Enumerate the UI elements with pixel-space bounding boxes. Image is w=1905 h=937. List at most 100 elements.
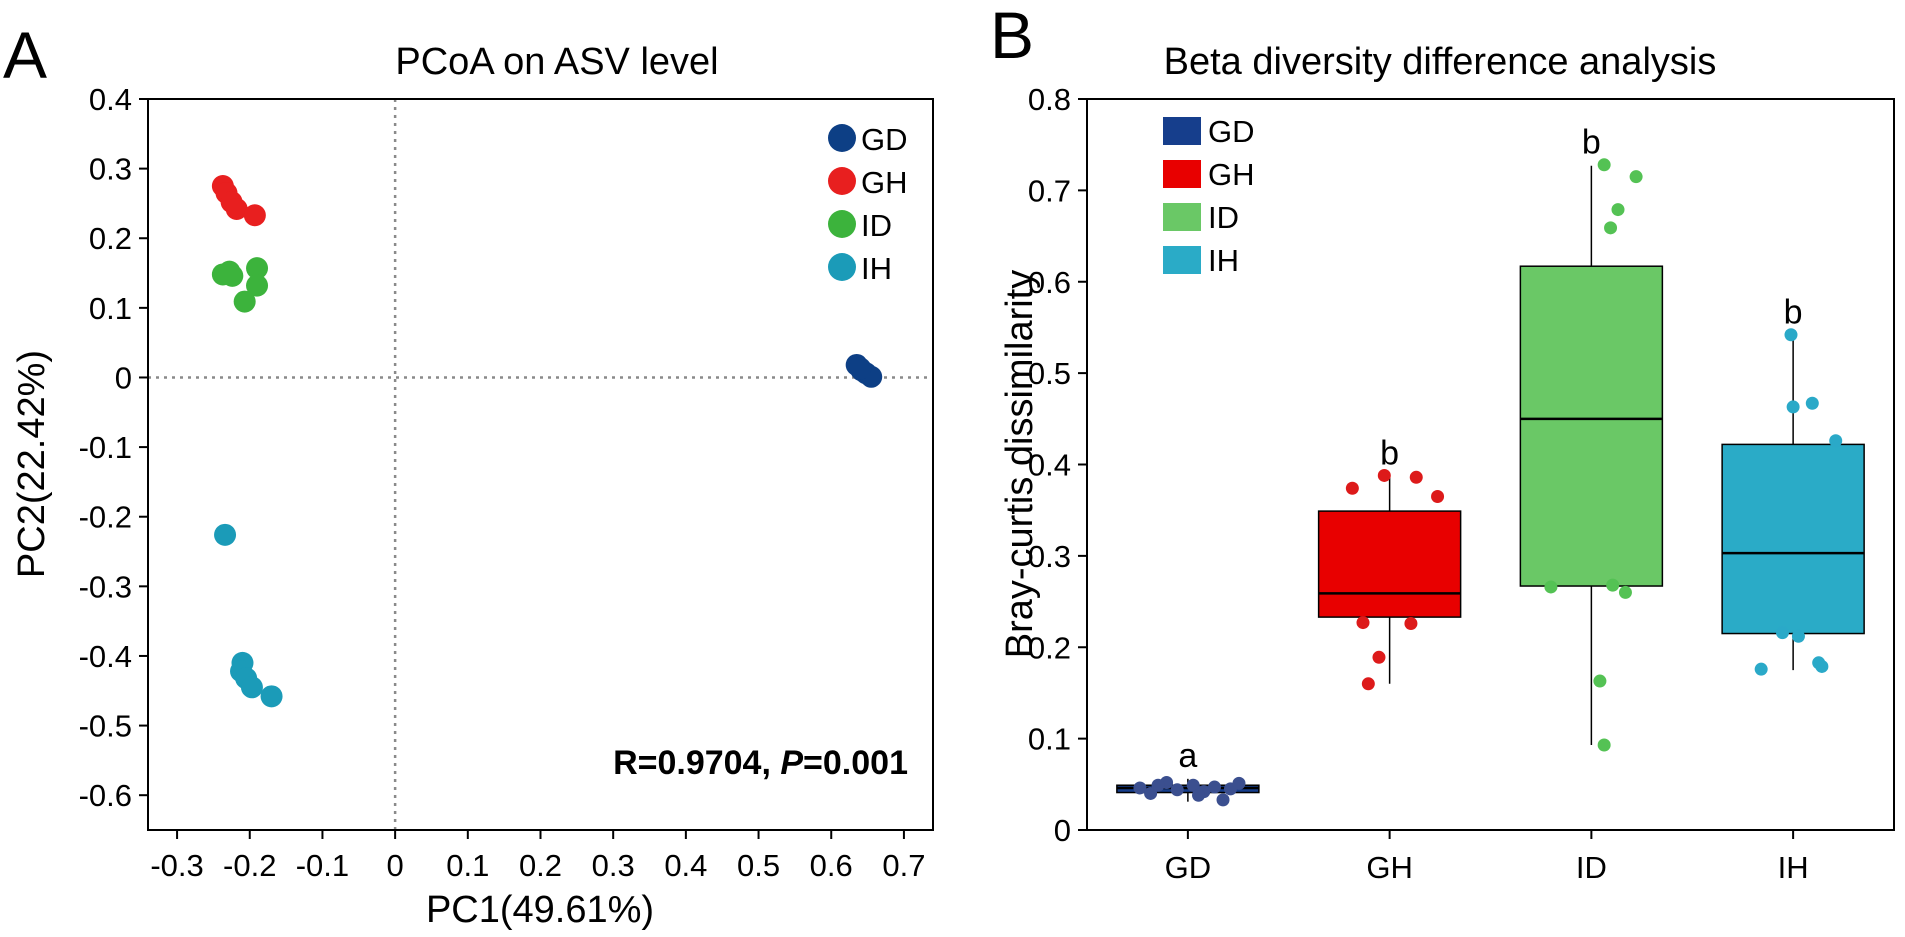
beta-diversity-title: Beta diversity difference analysis — [1164, 41, 1717, 83]
point-gh — [1345, 481, 1359, 495]
panel-b-label: B — [990, 0, 1034, 72]
point-gh — [1377, 468, 1391, 482]
legend-swatch-gh — [1163, 160, 1201, 188]
legend-marker-id — [828, 210, 856, 238]
point-id — [1544, 580, 1558, 594]
point-id — [1597, 158, 1611, 172]
point-id — [246, 274, 269, 297]
legend-label-id: ID — [861, 208, 892, 243]
y-tick-label: -0.2 — [79, 500, 132, 535]
point-id — [233, 290, 256, 313]
legend-swatch-ih — [1163, 246, 1201, 274]
point-gd — [1186, 778, 1200, 792]
point-id — [1593, 674, 1607, 688]
stat-p-value: =0.001 — [803, 744, 908, 782]
x-tick-label: -0.2 — [223, 848, 276, 883]
point-id — [1604, 221, 1618, 235]
category-label-ih: IH — [1778, 850, 1809, 885]
legend-label-gh: GH — [861, 165, 908, 200]
panel-b: B Beta diversity difference analysis a b b… — [990, 0, 1895, 885]
point-gh — [1404, 616, 1418, 630]
point-ih — [1829, 434, 1843, 448]
box-ih — [1721, 443, 1865, 635]
y-axis-title: PC2(22.42%) — [11, 350, 53, 578]
y-tick-label-b: 0.2 — [1028, 630, 1071, 665]
plot-frame-a — [147, 98, 934, 831]
point-gh — [1356, 616, 1370, 630]
box-id — [1519, 265, 1664, 587]
point-ih — [1791, 629, 1805, 643]
point-gd — [1133, 781, 1147, 795]
x-tick-label: 0 — [387, 848, 404, 883]
legend-swatch-gd — [1163, 117, 1201, 145]
x-tick-label: 0.7 — [882, 848, 925, 883]
legend-label-ih: IH — [861, 251, 892, 286]
stat-p-symbol: P — [780, 744, 803, 782]
category-ticks: GD GH ID IH — [1165, 830, 1809, 885]
x-tick-label: -0.1 — [296, 848, 349, 883]
category-label-gh: GH — [1366, 850, 1413, 885]
y-tick-label-b: 0.8 — [1028, 82, 1071, 117]
point-gh — [1361, 677, 1375, 691]
point-ih — [1775, 626, 1789, 640]
y-tick-label: 0 — [115, 360, 132, 395]
point-id — [1597, 738, 1611, 752]
legend-a: GD GH ID IH — [828, 122, 908, 286]
y-tick-label-b: 0.4 — [1028, 448, 1071, 483]
legend-label-b-gd: GD — [1208, 114, 1255, 149]
stat-annotation: R=0.9704, P=0.001 — [613, 744, 908, 782]
legend-marker-ih — [828, 253, 856, 281]
legend-marker-gd — [828, 124, 856, 152]
y-axis-title-b: Bray-curtis dissimilarity — [999, 270, 1041, 658]
point-gh — [1409, 470, 1423, 484]
x-tick-label: 0.2 — [519, 848, 562, 883]
significance-gh: b — [1380, 434, 1399, 472]
point-ih — [240, 676, 263, 699]
significance-id: b — [1582, 124, 1601, 162]
point-id — [246, 257, 269, 280]
significance-gd: a — [1178, 737, 1197, 775]
point-gd — [849, 357, 872, 380]
point-id — [1611, 203, 1625, 217]
point-id — [1629, 170, 1643, 184]
point-gh — [1431, 489, 1445, 503]
legend-label-gd: GD — [861, 122, 908, 157]
point-gd — [1192, 788, 1206, 802]
y-tick-label: 0.2 — [89, 221, 132, 256]
point-ih — [1784, 328, 1798, 342]
x-axis-ticks: -0.3 -0.2 -0.1 0 0.1 0.2 0.3 0.4 0.5 0.6 0.7 — [150, 830, 925, 883]
x-tick-label: -0.3 — [150, 848, 203, 883]
panel-a-label: A — [3, 18, 47, 92]
y-tick-label-b: 0.3 — [1028, 539, 1071, 574]
point-gh — [1372, 650, 1386, 664]
reference-lines — [148, 99, 933, 830]
point-gh — [243, 204, 266, 227]
y-tick-label-b: 0.5 — [1028, 356, 1071, 391]
point-id — [221, 264, 244, 287]
point-gd — [1216, 793, 1230, 807]
y-tick-label: -0.6 — [79, 778, 132, 813]
point-ih — [1805, 396, 1819, 410]
legend-label-b-id: ID — [1208, 200, 1239, 235]
significance-ih: b — [1784, 294, 1803, 332]
point-ih — [1754, 662, 1768, 676]
legend-b: GD GH ID IH — [1163, 114, 1255, 278]
jitter-points — [1133, 158, 1843, 807]
x-tick-label: 0.1 — [446, 848, 489, 883]
point-ih — [214, 523, 237, 546]
box-gh — [1317, 510, 1462, 618]
point-id — [1618, 585, 1632, 599]
category-label-id: ID — [1576, 850, 1607, 885]
point-gd — [1170, 783, 1184, 797]
point-gd — [1151, 778, 1165, 792]
legend-label-b-gh: GH — [1208, 157, 1255, 192]
y-tick-label-b: 0.7 — [1028, 173, 1071, 208]
legend-marker-gh — [828, 167, 856, 195]
panel-a: A PCoA on ASV level -0.3 -0.2 -0.1 0 0.1 0.2 0… — [3, 18, 934, 931]
legend-swatch-id — [1163, 203, 1201, 231]
point-gd — [1144, 786, 1158, 800]
y-tick-label: -0.1 — [79, 430, 132, 465]
y-tick-label-b: 0.1 — [1028, 722, 1071, 757]
y-tick-label-b: 0.6 — [1028, 265, 1071, 300]
